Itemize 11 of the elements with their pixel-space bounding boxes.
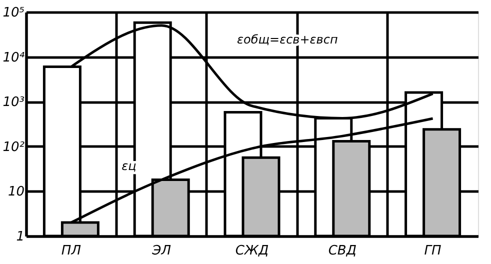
y-tick-label: 10 [8, 184, 24, 200]
x-tick-label: ГП [424, 244, 442, 258]
x-tick-label: СЖД [235, 244, 269, 258]
x-tick-label: СВД [328, 244, 356, 258]
y-tick-label: 10² [2, 140, 24, 155]
x-tick-label: ЭЛ [151, 244, 172, 258]
y-tick-label: 10⁵ [2, 6, 24, 20]
y-tick-label: 1 [16, 230, 24, 244]
x-tick-label: ПЛ [61, 244, 82, 258]
y-tick-label: 10³ [2, 95, 24, 110]
y-tick-label: 10⁴ [2, 50, 26, 66]
